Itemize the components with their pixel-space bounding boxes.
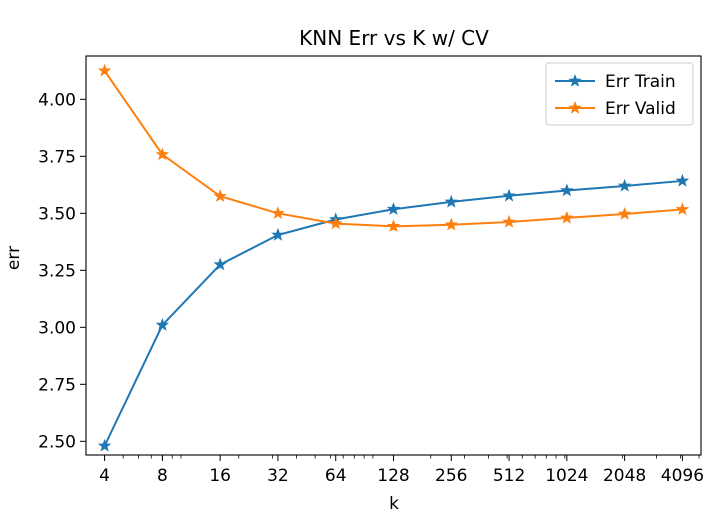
legend-label: Err Train [605,72,676,92]
x-tick-label: 1024 [545,466,588,486]
x-tick-label: 32 [267,466,289,486]
data-point-star [271,206,285,220]
y-tick-label: 2.50 [38,432,76,452]
x-tick-label: 256 [435,466,467,486]
data-point-star [560,183,574,197]
data-point-star [444,217,458,231]
x-tick-label: 4 [99,466,110,486]
data-point-star [155,147,170,161]
data-point-star [502,188,516,202]
data-point-star [386,219,401,233]
x-tick-label: 64 [325,466,347,486]
x-tick-label: 8 [157,466,168,486]
data-point-star [97,438,112,452]
y-tick-label: 3.50 [38,204,76,224]
y-tick-label: 2.75 [38,375,76,395]
data-point-star [444,194,458,208]
chart-title: KNN Err vs K w/ CV [299,26,489,50]
legend-swatch-star [568,73,582,87]
data-point-star [560,210,574,224]
plot-frame [85,55,702,456]
x-axis-label: k [389,494,399,514]
data-point-star [675,173,690,187]
data-point-star [155,317,170,331]
y-tick-label: 3.75 [38,147,76,167]
data-point-star [617,206,632,220]
y-tick-label: 4.00 [38,90,76,110]
x-tick-label: 4096 [661,466,704,486]
data-point-star [329,216,343,230]
x-tick-label: 16 [209,466,231,486]
y-tick-label: 3.25 [38,261,76,281]
legend-label: Err Valid [605,99,676,119]
data-point-star [271,227,285,241]
y-tick-label: 3.00 [38,318,76,338]
legend-box [545,62,694,126]
data-point-star [675,202,690,216]
legend-swatch-star [568,100,582,114]
plot-area: 4 8 16 32 64 128 256 512 1024 2048 4096 2.50 2.75 3.0… [38,55,704,486]
data-point-star [502,214,516,228]
data-point-star [213,189,227,202]
y-axis-label: err [4,246,24,270]
legend: Err Train Err Valid [545,62,694,126]
data-point-star [97,63,112,77]
x-tick-label: 512 [493,466,525,486]
data-point-star [386,202,401,215]
x-tick-label: 2048 [603,466,646,486]
data-point-star [617,178,632,192]
data-point-star [213,257,227,271]
x-tick-label: 128 [377,466,409,486]
